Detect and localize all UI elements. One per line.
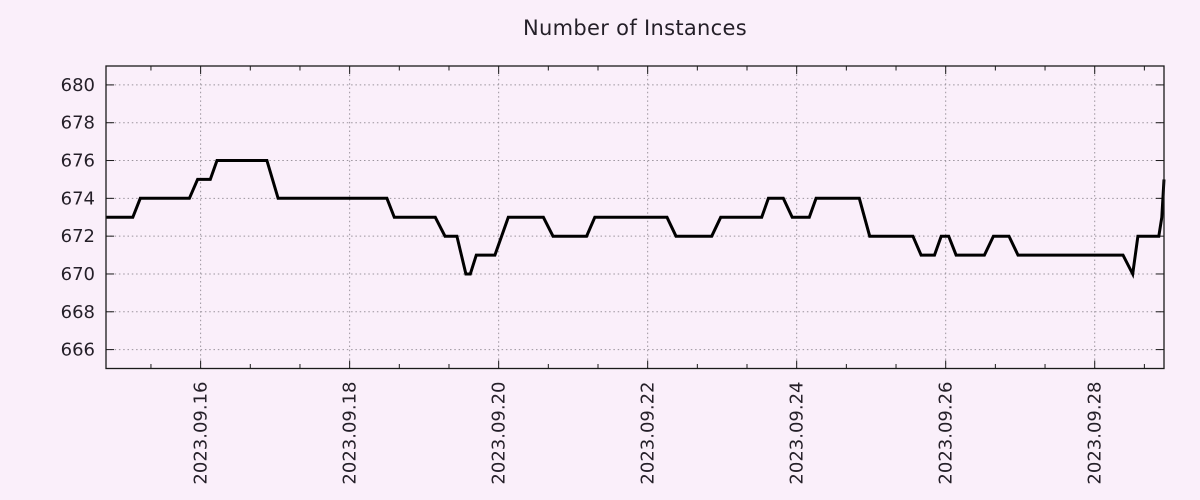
- y-tick-label: 666: [61, 340, 95, 361]
- x-tick-label: 2023.09.24: [787, 382, 808, 485]
- y-tick-label: 674: [61, 188, 95, 209]
- x-tick-label: 2023.09.22: [638, 382, 659, 485]
- x-tick-label: 2023.09.26: [936, 382, 957, 485]
- y-tick-label: 680: [61, 75, 95, 96]
- data-line-instances: [106, 159, 1166, 279]
- y-tick-label: 668: [61, 302, 95, 323]
- x-tick-label: 2023.09.28: [1085, 382, 1106, 485]
- x-tick-label: 2023.09.18: [340, 382, 361, 485]
- y-tick-label: 670: [61, 264, 95, 285]
- y-tick-label: 672: [61, 226, 95, 247]
- chart-title: Number of Instances: [523, 16, 747, 40]
- x-tick-label: 2023.09.16: [191, 382, 212, 485]
- y-tick-label: 678: [61, 113, 95, 134]
- x-tick-label: 2023.09.20: [489, 382, 510, 485]
- plot-border: [105, 65, 1165, 370]
- y-tick-label: 676: [61, 151, 95, 172]
